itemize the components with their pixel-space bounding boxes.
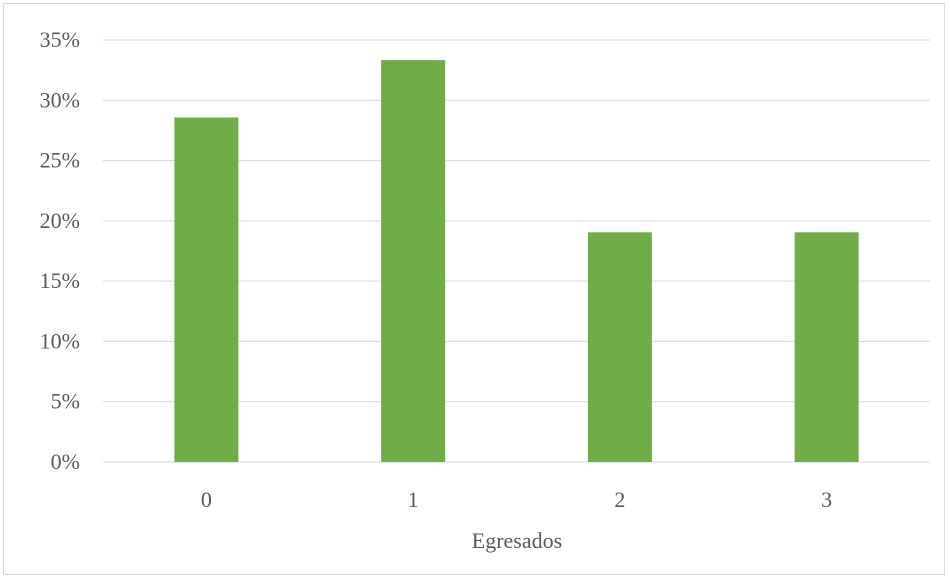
x-tick-label: 2 (614, 487, 625, 512)
gridlines (103, 39, 930, 463)
bar-3 (794, 232, 859, 462)
chart-area (3, 3, 945, 575)
bars (174, 60, 859, 462)
y-tick-label: 20% (40, 208, 80, 233)
x-axis-tick-labels: 0 1 2 3 (201, 487, 832, 512)
bar-0 (174, 117, 239, 462)
bar-1 (381, 60, 446, 462)
x-tick-label: 0 (201, 487, 212, 512)
x-tick-label: 1 (408, 487, 419, 512)
y-tick-label: 35% (40, 27, 80, 52)
y-tick-label: 25% (40, 148, 80, 173)
y-tick-label: 30% (40, 87, 80, 112)
bar-2 (587, 232, 652, 462)
y-tick-label: 0% (51, 449, 80, 474)
x-axis-title: Egresados (472, 528, 562, 553)
y-axis-tick-labels: 0% 5% 10% 15% 20% 25% 30% 35% (40, 27, 80, 474)
y-tick-label: 15% (40, 268, 80, 293)
y-tick-label: 5% (51, 389, 80, 414)
y-tick-label: 10% (40, 328, 80, 353)
x-tick-label: 3 (821, 487, 832, 512)
